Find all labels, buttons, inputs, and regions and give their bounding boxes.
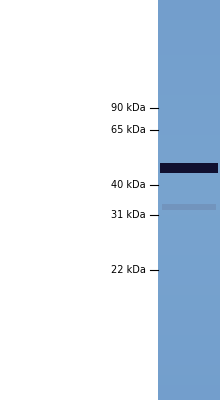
Bar (158, 345, 220, 350)
Bar (158, 380, 220, 386)
Text: 90 kDa: 90 kDa (111, 103, 146, 113)
Bar (158, 240, 220, 246)
Bar (158, 150, 220, 156)
Bar (158, 50, 220, 56)
Bar (158, 325, 220, 330)
Bar (158, 340, 220, 346)
Bar (158, 235, 220, 240)
Bar (158, 300, 220, 306)
Bar (158, 65, 220, 70)
Bar (158, 35, 220, 40)
Bar (158, 370, 220, 376)
Bar (158, 245, 220, 250)
Bar (158, 205, 220, 210)
Bar (158, 60, 220, 66)
Bar (158, 260, 220, 266)
Bar (158, 360, 220, 366)
Bar (158, 230, 220, 236)
Bar (158, 130, 220, 136)
Bar (158, 320, 220, 326)
Bar (158, 140, 220, 146)
Bar (158, 200, 220, 206)
Bar (158, 145, 220, 150)
Bar (158, 70, 220, 76)
Bar (158, 120, 220, 126)
Bar (158, 170, 220, 176)
Bar (158, 280, 220, 286)
Bar (158, 100, 220, 106)
Bar (158, 350, 220, 356)
Bar (158, 165, 220, 170)
Bar (158, 250, 220, 256)
Bar (158, 30, 220, 36)
Bar (158, 75, 220, 80)
Bar (158, 285, 220, 290)
Bar (158, 15, 220, 20)
Text: 22 kDa: 22 kDa (111, 265, 146, 275)
Bar (158, 215, 220, 220)
Bar (158, 85, 220, 90)
Text: 65 kDa: 65 kDa (111, 125, 146, 135)
Bar (158, 55, 220, 60)
Bar (158, 110, 220, 116)
Bar (158, 95, 220, 100)
Bar (158, 355, 220, 360)
Bar (158, 335, 220, 340)
Bar (158, 305, 220, 310)
Bar (158, 115, 220, 120)
Bar (158, 275, 220, 280)
Bar (158, 365, 220, 370)
Bar (158, 220, 220, 226)
Bar (158, 210, 220, 216)
Bar (160, 163, 218, 173)
Bar (158, 5, 220, 10)
Bar (158, 135, 220, 140)
Bar (158, 20, 220, 26)
Bar (158, 175, 220, 180)
Bar (158, 290, 220, 296)
Bar (158, 195, 220, 200)
Bar (158, 125, 220, 130)
Bar (158, 310, 220, 316)
Bar (158, 90, 220, 96)
Bar (158, 375, 220, 380)
Bar (158, 255, 220, 260)
Bar (158, 270, 220, 276)
Bar (162, 204, 216, 210)
Bar (158, 180, 220, 186)
Bar (158, 80, 220, 86)
Bar (158, 330, 220, 336)
Text: 31 kDa: 31 kDa (111, 210, 146, 220)
Bar (158, 155, 220, 160)
Bar (158, 185, 220, 190)
Bar (158, 265, 220, 270)
Bar (158, 395, 220, 400)
Bar (158, 295, 220, 300)
Bar (158, 315, 220, 320)
Bar (158, 160, 220, 166)
Text: 40 kDa: 40 kDa (111, 180, 146, 190)
Bar (158, 25, 220, 30)
Bar (158, 45, 220, 50)
Bar (158, 10, 220, 16)
Bar (158, 390, 220, 396)
Bar (158, 385, 220, 390)
Bar (158, 105, 220, 110)
Bar (158, 190, 220, 196)
Bar (158, 0, 220, 6)
Bar (158, 40, 220, 46)
Bar (158, 225, 220, 230)
